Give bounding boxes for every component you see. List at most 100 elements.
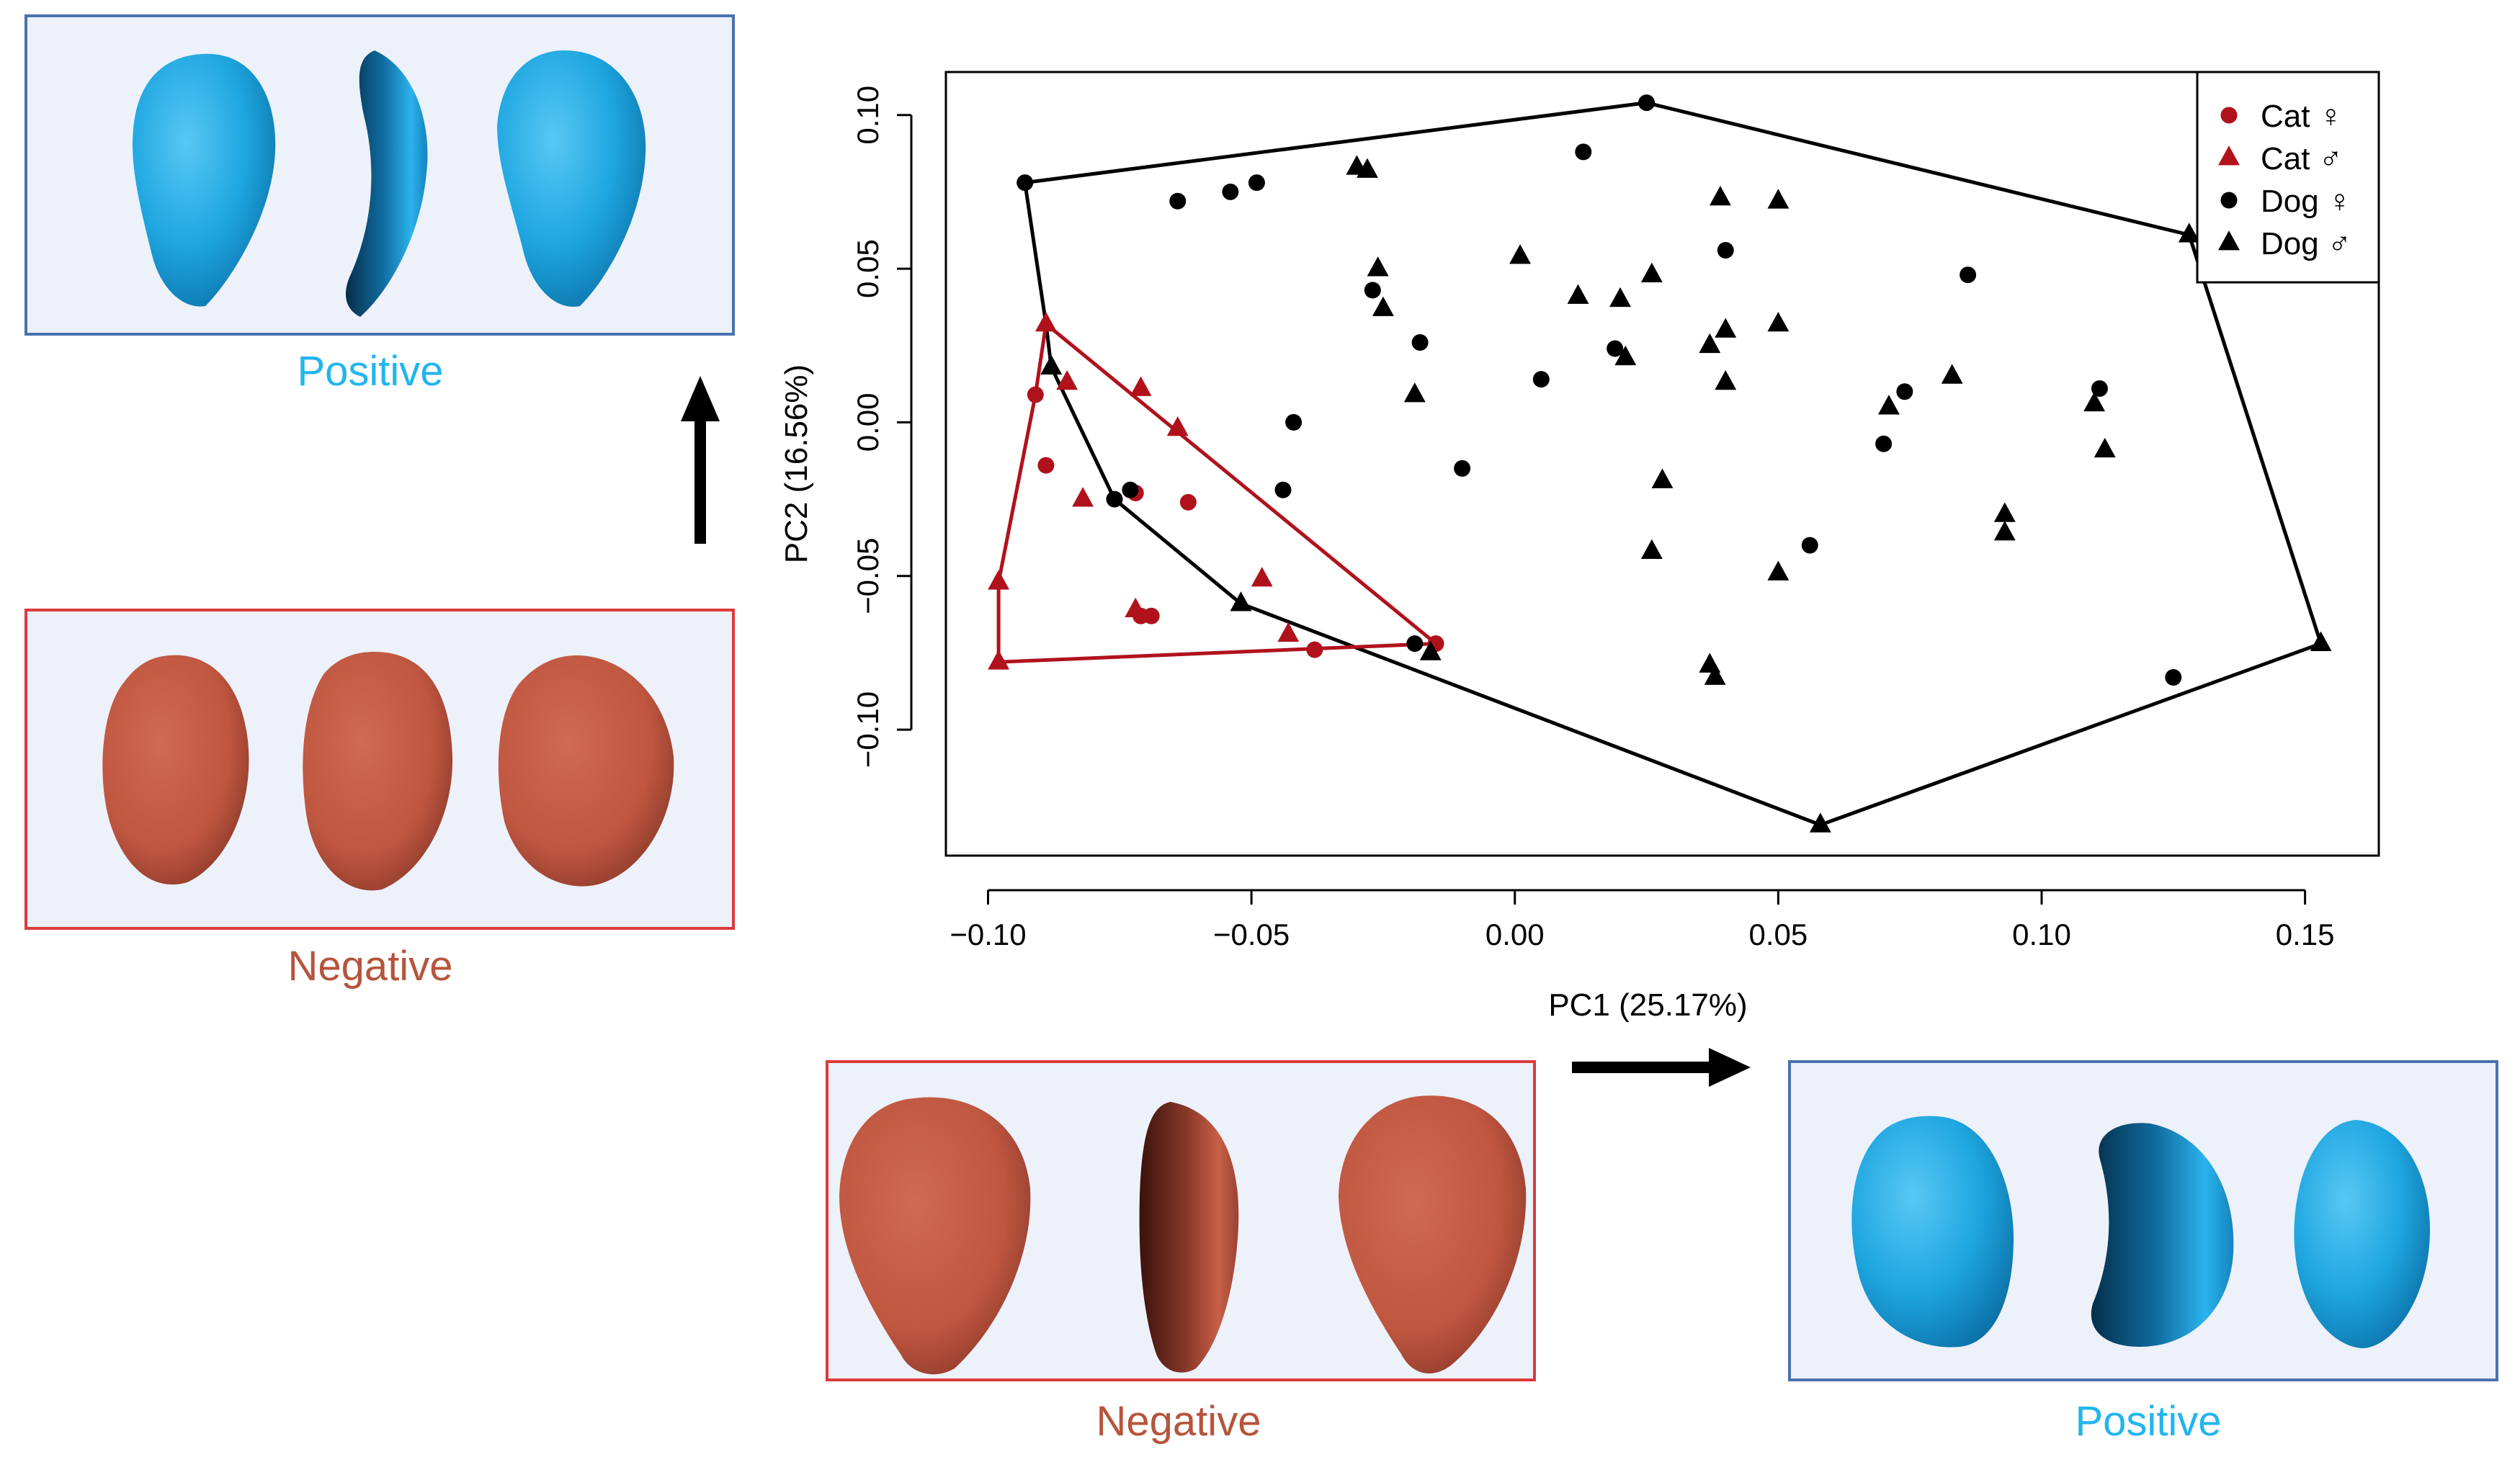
x-tick-label: −0.10 xyxy=(950,918,1026,951)
point-dog-female xyxy=(1169,192,1187,210)
point-dog-male xyxy=(1809,812,1831,833)
hull-dog-convex-hull xyxy=(1023,101,2323,828)
point-dog-male xyxy=(1877,395,1900,415)
point-cat-male xyxy=(1277,622,1300,642)
point-dog-male xyxy=(1357,158,1378,178)
x-tick-label: 0.10 xyxy=(2012,918,2071,951)
pc1-positive-caption: Positive xyxy=(2075,1398,2222,1445)
point-dog-male xyxy=(1509,244,1532,264)
y-tick-label: 0.00 xyxy=(851,393,885,452)
point-dog-female xyxy=(1717,241,1734,259)
shape-front-view xyxy=(102,655,249,885)
point-cat-female xyxy=(1027,386,1044,403)
point-cat-male xyxy=(1035,311,1057,332)
pc1-positive-shapes xyxy=(1851,1116,2431,1348)
pc1-negative-caption: Negative xyxy=(1096,1398,1261,1445)
point-dog-female xyxy=(1248,174,1265,192)
point-dog-female xyxy=(1875,435,1893,452)
point-dog-female xyxy=(1364,282,1381,299)
point-dog-male xyxy=(1993,502,2016,522)
point-dog-male xyxy=(1767,189,1790,209)
hull-cat-convex-hull xyxy=(996,322,1441,664)
point-dog-male xyxy=(1993,521,2016,541)
legend-marker xyxy=(2218,230,2240,251)
shape-back-view xyxy=(1339,1095,1527,1373)
point-dog-female xyxy=(1122,481,1139,498)
legend-label: Dog ♀ xyxy=(2261,184,2351,219)
point-cat-male xyxy=(1166,416,1189,436)
point-dog-female xyxy=(2091,380,2108,397)
point-dog-male xyxy=(1372,296,1394,316)
y-tick-label: −0.05 xyxy=(851,538,885,614)
point-dog-male xyxy=(1403,382,1426,403)
point-dog-male xyxy=(1230,591,1252,611)
point-dog-male xyxy=(1614,345,1637,366)
legend-label: Cat ♀ xyxy=(2261,99,2343,134)
legend-marker xyxy=(2218,145,2240,166)
legend-label: Dog ♂ xyxy=(2261,226,2351,261)
point-dog-male xyxy=(1567,284,1589,304)
x-tick-label: 0.15 xyxy=(2276,918,2335,951)
shape-front-view xyxy=(1851,1116,2014,1348)
point-dog-male xyxy=(2094,437,2116,458)
arrow-right-icon xyxy=(1572,1048,1751,1087)
point-dog-female xyxy=(2165,669,2182,686)
pc1-negative-shapes xyxy=(839,1095,1527,1375)
point-dog-male xyxy=(1640,539,1663,559)
point-dog-female xyxy=(1454,459,1471,477)
point-dog-female xyxy=(1106,490,1123,508)
point-dog-male xyxy=(1704,665,1726,685)
point-dog-male xyxy=(1419,640,1442,660)
shape-back-view xyxy=(498,655,674,887)
pc2-negative-caption: Negative xyxy=(287,943,453,990)
point-dog-male xyxy=(1767,560,1790,580)
point-dog-male xyxy=(1040,354,1063,375)
shape-front-view xyxy=(133,53,276,307)
point-cat-male xyxy=(1130,376,1152,396)
point-cat-female xyxy=(1143,607,1160,624)
y-tick-label: 0.10 xyxy=(851,86,885,145)
legend-label: Cat ♂ xyxy=(2261,141,2343,176)
point-dog-male xyxy=(1767,311,1790,332)
point-dog-male xyxy=(1640,262,1663,282)
shape-back-view xyxy=(497,50,646,307)
point-cat-male xyxy=(1251,567,1273,587)
x-tick-label: 0.05 xyxy=(1749,918,1808,951)
point-cat-male xyxy=(1125,597,1147,618)
legend-marker xyxy=(2220,192,2238,209)
point-cat-female xyxy=(1037,457,1055,474)
point-dog-female xyxy=(1575,143,1592,161)
point-dog-female xyxy=(1285,413,1303,431)
point-dog-female xyxy=(1222,183,1239,200)
shape-back-view xyxy=(2294,1120,2431,1348)
y-axis-label: PC2 (16.56%) xyxy=(779,364,814,563)
point-dog-male xyxy=(1941,364,1963,384)
point-dog-female xyxy=(1607,340,1624,357)
point-dog-male xyxy=(1715,318,1737,338)
shape-side-view xyxy=(346,50,428,317)
point-cat-female xyxy=(1306,641,1323,658)
point-dog-female xyxy=(1896,383,1913,400)
point-cat-female xyxy=(1179,493,1197,511)
point-dog-male xyxy=(1367,256,1389,277)
shape-side-view xyxy=(2091,1123,2234,1347)
shape-front-view xyxy=(839,1097,1031,1375)
point-dog-female xyxy=(1017,174,1034,192)
y-tick-label: 0.05 xyxy=(851,239,885,298)
pc2-positive-caption: Positive xyxy=(297,348,444,395)
point-dog-male xyxy=(2178,223,2200,243)
arrow-up-icon xyxy=(681,376,720,544)
point-dog-female xyxy=(1801,537,1818,554)
x-axis-label: PC1 (25.17%) xyxy=(1548,987,1747,1023)
point-dog-male xyxy=(1709,186,1731,206)
point-dog-male xyxy=(1699,333,1721,354)
point-dog-male xyxy=(2083,391,2106,412)
y-tick-label: −0.10 xyxy=(851,691,885,768)
point-dog-female xyxy=(1406,635,1424,653)
shape-side-view xyxy=(303,652,453,891)
point-dog-male xyxy=(1715,370,1737,390)
legend-marker xyxy=(2220,107,2238,124)
point-cat-male xyxy=(988,570,1010,590)
pca-scatter-plot: −0.10 −0.05 0.00 0.05 0.10 0.15 −0.10 −0.05 0.00… xyxy=(779,71,2380,1023)
